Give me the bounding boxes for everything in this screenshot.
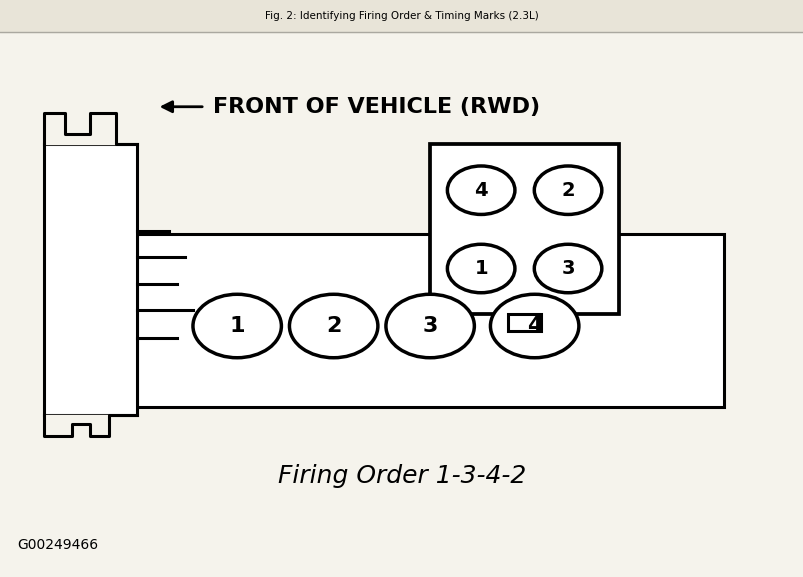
Circle shape xyxy=(446,244,514,293)
Bar xyxy=(44,144,137,415)
Circle shape xyxy=(534,166,601,215)
Text: FRONT OF VEHICLE (RWD): FRONT OF VEHICLE (RWD) xyxy=(213,97,540,117)
Circle shape xyxy=(193,294,281,358)
Circle shape xyxy=(446,166,514,215)
Polygon shape xyxy=(44,415,137,436)
Circle shape xyxy=(490,294,578,358)
Circle shape xyxy=(534,244,601,293)
Circle shape xyxy=(385,294,474,358)
Text: 1: 1 xyxy=(229,316,245,336)
Text: Firing Order 1-3-4-2: Firing Order 1-3-4-2 xyxy=(278,464,525,488)
Text: 4: 4 xyxy=(526,316,542,336)
Bar xyxy=(430,144,618,314)
Text: 1: 1 xyxy=(474,259,487,278)
Bar xyxy=(0,0,803,32)
Text: 2: 2 xyxy=(325,316,341,336)
Text: 4: 4 xyxy=(474,181,487,200)
Bar xyxy=(507,314,541,331)
Circle shape xyxy=(289,294,377,358)
Text: 3: 3 xyxy=(560,259,574,278)
Text: 2: 2 xyxy=(560,181,574,200)
Bar xyxy=(137,234,723,407)
Text: 3: 3 xyxy=(422,316,438,336)
Polygon shape xyxy=(44,113,137,144)
Text: G00249466: G00249466 xyxy=(18,538,99,552)
Text: Fig. 2: Identifying Firing Order & Timing Marks (2.3L): Fig. 2: Identifying Firing Order & Timin… xyxy=(265,11,538,21)
